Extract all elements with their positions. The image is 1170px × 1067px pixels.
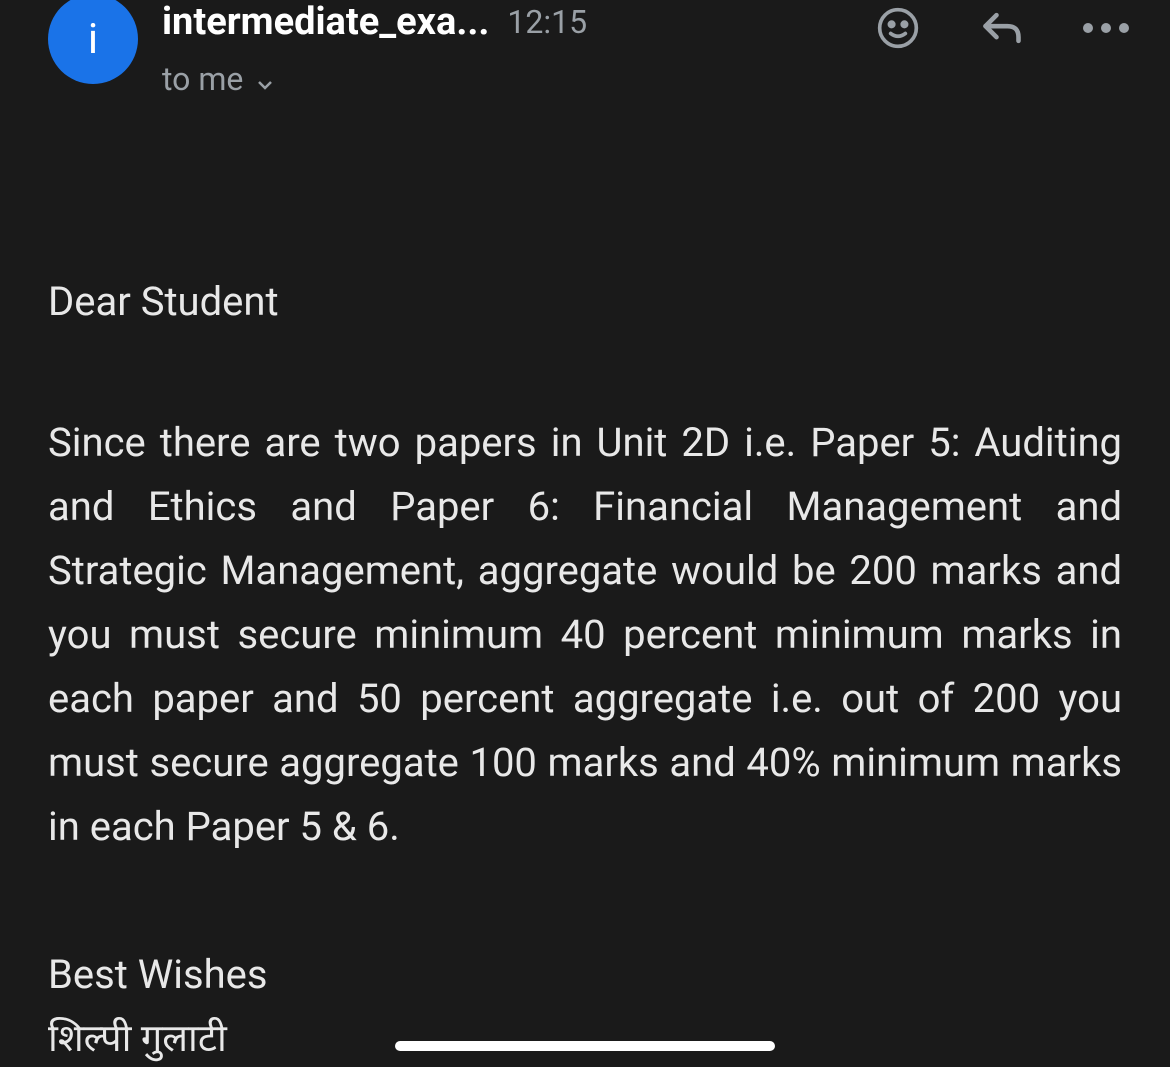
header-actions: [874, 4, 1130, 52]
sender-name[interactable]: intermediate_exa...: [162, 0, 489, 44]
body-paragraph: Since there are two papers in Unit 2D i.…: [48, 411, 1122, 859]
timestamp: 12:15: [507, 3, 587, 41]
greeting: Dear Student: [48, 278, 1122, 325]
more-options-button[interactable]: [1082, 4, 1130, 52]
sender-row: intermediate_exa... 12:15: [162, 0, 850, 44]
reply-button[interactable]: [978, 4, 1026, 52]
recipient-label: to me: [162, 60, 243, 98]
avatar-letter: i: [88, 15, 98, 64]
sender-avatar[interactable]: i: [48, 0, 138, 84]
sender-info: intermediate_exa... 12:15 to me: [162, 0, 850, 98]
signature: शिल्पी गुलाटी: [48, 1011, 1122, 1063]
recipient-row[interactable]: to me: [162, 60, 850, 98]
email-body: Dear Student Since there are two papers …: [0, 98, 1170, 1063]
closing: Best Wishes: [48, 945, 1122, 1005]
reaction-button[interactable]: [874, 4, 922, 52]
home-indicator[interactable]: [395, 1041, 775, 1051]
chevron-down-icon: [253, 67, 277, 91]
email-header: i intermediate_exa... 12:15 to me: [0, 0, 1170, 98]
